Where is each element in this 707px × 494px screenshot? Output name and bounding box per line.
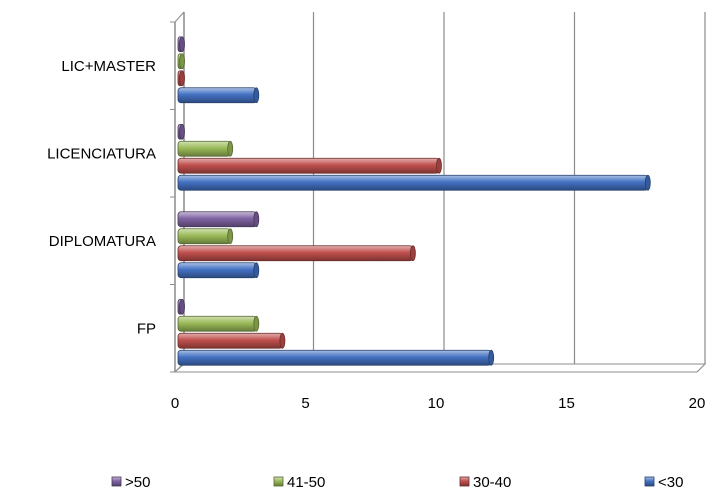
x-tick-label: 0	[171, 395, 179, 412]
bar-<30-FP	[177, 349, 492, 366]
bar-cap	[227, 228, 234, 245]
x-tick-label: 10	[428, 395, 445, 412]
bar-cap	[179, 53, 185, 70]
bar-cap	[253, 211, 260, 228]
legend-label: 30-40	[473, 474, 511, 491]
legend-label: <30	[658, 474, 683, 491]
legend-swatch	[459, 476, 470, 487]
chart-floor	[173, 363, 707, 373]
legend-swatch	[111, 476, 122, 487]
category-label: FP	[137, 320, 156, 337]
bar-cap	[179, 36, 185, 53]
bar-cap	[253, 262, 260, 279]
bar-cap	[227, 140, 234, 157]
legend-item: 30-40	[459, 474, 511, 491]
legend-item: <30	[644, 474, 683, 491]
bar-cap	[488, 349, 495, 366]
bar-cap	[279, 332, 286, 349]
bar-41-50-FP	[177, 315, 257, 332]
bar-30-40-DIPLOMATURA	[177, 245, 414, 262]
bar-41-50-DIPLOMATURA	[177, 228, 231, 245]
bar-cap	[409, 245, 416, 262]
category-label: LIC+MASTER	[61, 58, 156, 75]
bar-30-40-FP	[177, 332, 283, 349]
legend-swatch	[644, 476, 655, 487]
bar-cap	[436, 157, 442, 174]
legend-swatch	[273, 476, 284, 487]
bar-<30-DIPLOMATURA	[177, 262, 257, 279]
bar-41-50-LICENCIATURA	[177, 140, 231, 157]
bar-cap	[179, 298, 185, 315]
legend-item: >50	[111, 474, 150, 491]
x-tick-label: 15	[558, 395, 575, 412]
x-tick-label: 5	[301, 395, 309, 412]
bar-<30-LICENCIATURA	[177, 174, 649, 191]
bar-cap	[179, 70, 185, 87]
legend-label: 41-50	[287, 474, 325, 491]
bar-cap	[644, 174, 651, 191]
bar-cap	[253, 315, 260, 332]
x-tick-label: 20	[689, 395, 706, 412]
legend-item: 41-50	[273, 474, 325, 491]
category-label: LICENCIATURA	[47, 145, 156, 162]
bar-cap	[179, 123, 185, 140]
bar-<30-LIC+MASTER	[177, 87, 257, 104]
bar-30-40-LICENCIATURA	[177, 157, 440, 174]
legend-label: >50	[125, 474, 150, 491]
category-label: DIPLOMATURA	[49, 233, 156, 250]
bar-cap	[253, 87, 260, 104]
bar->50-DIPLOMATURA	[177, 211, 257, 228]
